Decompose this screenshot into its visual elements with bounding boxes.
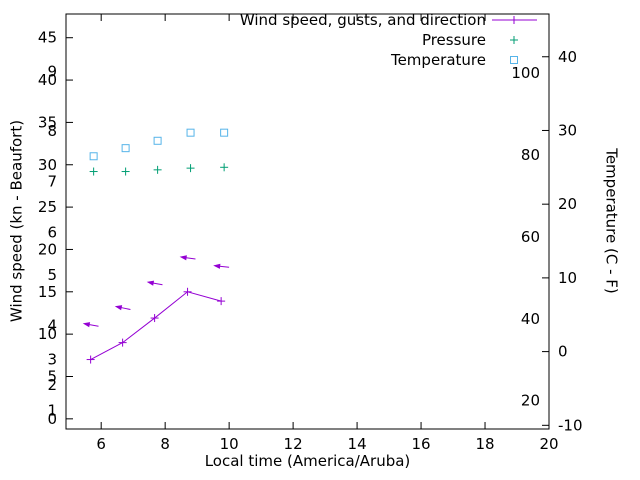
y-right-tick-label: 30 [558, 121, 577, 139]
fahrenheit-label: 60 [521, 228, 540, 246]
y-right-tick-label: 40 [558, 48, 577, 66]
x-tick-label: 14 [348, 435, 367, 453]
y-left-tick-label: 25 [38, 198, 57, 216]
x-axis-title: Local time (America/Aruba) [204, 452, 411, 470]
y-left-tick-label: 15 [38, 283, 57, 301]
y-right-tick-label: -10 [558, 416, 583, 434]
temperature-point [89, 152, 98, 161]
x-tick-label: 18 [475, 435, 494, 453]
y-left-tick-label: 35 [38, 113, 57, 131]
beaufort-label: 5 [47, 266, 57, 284]
fahrenheit-label: 40 [521, 310, 540, 328]
legend-label: Wind speed, gusts, and direction [240, 11, 486, 29]
gust-arrow-head [82, 322, 91, 328]
x-tick-label: 10 [220, 435, 239, 453]
y-right-tick-label: 10 [558, 269, 577, 287]
gust-arrow-head [146, 280, 155, 286]
y-left-tick-label: 0 [47, 410, 57, 428]
y-left-tick-label: 30 [38, 156, 57, 174]
x-tick-label: 8 [160, 435, 170, 453]
y-left-tick-label: 10 [38, 325, 57, 343]
beaufort-label: 3 [47, 351, 57, 369]
x-tick-label: 20 [539, 435, 558, 453]
y-left-axis-title: Wind speed (kn - Beaufort) [7, 119, 26, 323]
legend-label: Pressure [422, 31, 486, 49]
beaufort-label: 7 [47, 173, 57, 191]
beaufort-label: 4 [47, 317, 57, 335]
legend-label: Temperature [390, 51, 486, 69]
beaufort-label: 8 [47, 122, 57, 140]
beaufort-label: 9 [47, 63, 57, 81]
legend-square-sample [510, 56, 518, 64]
fahrenheit-label: 20 [521, 392, 540, 410]
fahrenheit-label: 100 [511, 64, 540, 82]
y-right-tick-label: 0 [558, 343, 568, 361]
beaufort-label: 1 [47, 401, 57, 419]
x-tick-label: 16 [412, 435, 431, 453]
plot-border [65, 13, 550, 430]
gust-arrow-head [179, 255, 187, 261]
y-left-tick-label: 40 [38, 71, 57, 89]
y-left-tick-label: 5 [47, 367, 57, 385]
y-left-tick-label: 20 [38, 240, 57, 258]
y-right-axis-title: Temperature (C - F) [602, 148, 621, 294]
beaufort-label: 2 [47, 376, 57, 394]
y-right-tick-label: 20 [558, 195, 577, 213]
gust-arrow-head [114, 305, 123, 311]
wind-speed-line [90, 291, 222, 360]
temperature-point [121, 144, 130, 153]
x-tick-label: 6 [96, 435, 106, 453]
x-tick-label: 12 [284, 435, 303, 453]
y-left-tick-label: 45 [38, 29, 57, 47]
gust-arrow-head [213, 263, 221, 269]
temperature-point [153, 136, 162, 145]
temperature-point [186, 128, 195, 137]
temperature-point [220, 128, 229, 137]
fahrenheit-label: 80 [521, 146, 540, 164]
beaufort-label: 6 [47, 224, 57, 242]
